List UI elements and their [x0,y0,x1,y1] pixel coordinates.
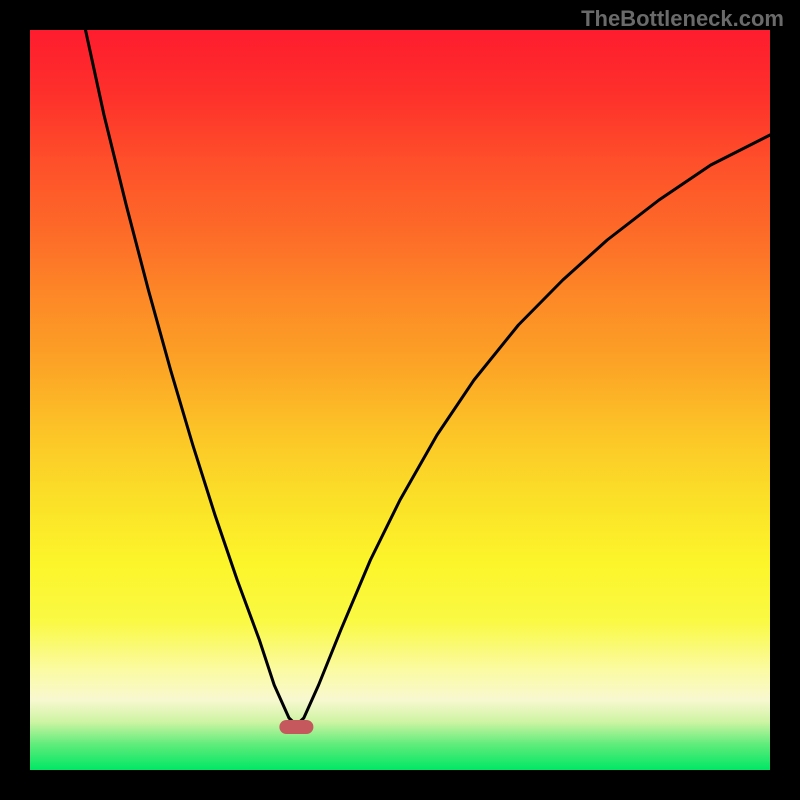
optimal-marker [279,720,313,734]
plot-background [30,30,770,770]
chart-svg [0,0,800,800]
chart-container: TheBottleneck.com [0,0,800,800]
watermark-text: TheBottleneck.com [581,6,784,32]
